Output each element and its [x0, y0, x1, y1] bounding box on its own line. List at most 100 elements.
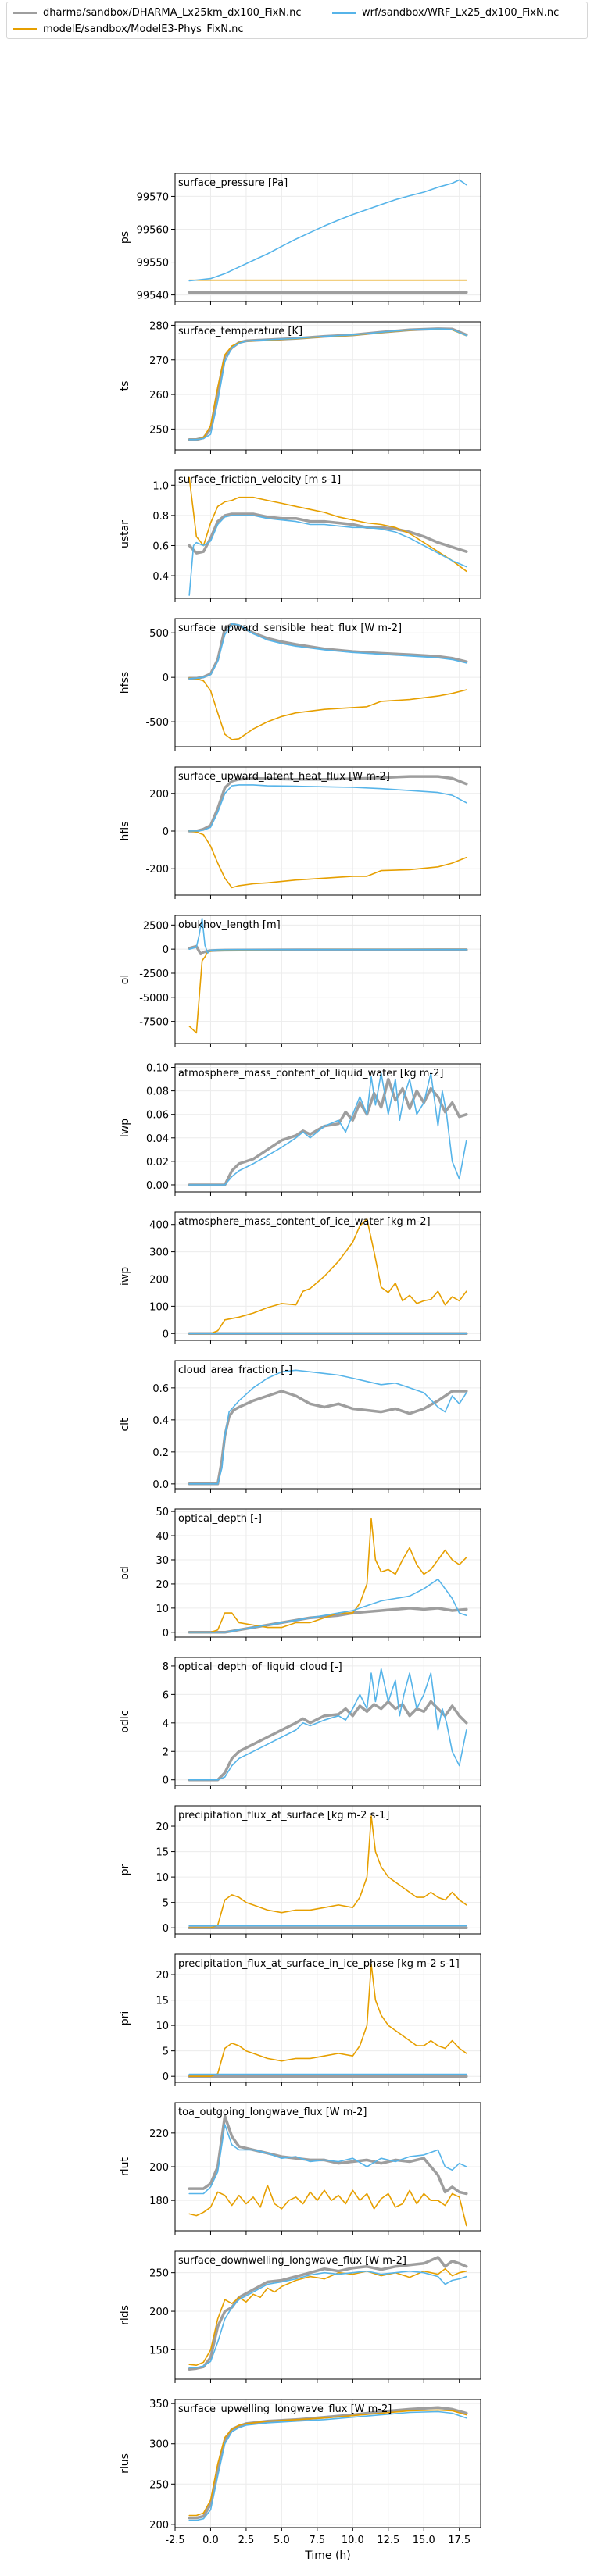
series-line: [188, 512, 468, 555]
y-tick-label: 180: [149, 2196, 169, 2207]
y-axis-label: hfls: [119, 822, 131, 841]
series-line: [188, 2124, 467, 2195]
panel-title: surface_upwelling_longwave_flux [W m-2]: [178, 2403, 392, 2415]
y-tick-label: 220: [149, 2128, 169, 2140]
panel-title: atmosphere_mass_content_of_ice_water [kg…: [178, 1216, 431, 1228]
y-tick-label: 20: [156, 1579, 169, 1591]
series-line: [188, 830, 467, 889]
y-axis-label: od: [119, 1566, 131, 1579]
y-tick-label: 0: [163, 1628, 169, 1639]
series-line: [188, 1668, 467, 1781]
series-line: [188, 515, 467, 596]
panel-title: surface_pressure [Pa]: [178, 177, 288, 189]
series-line: [188, 1218, 467, 1335]
x-tick-label: -2.5: [165, 2535, 184, 2546]
panel-od: 0 10 20 30 40 50 od optical_depth [-]: [119, 1507, 481, 1641]
panel-iwp: 0 100 200 300 400 iwp atmosphere_mass_content_…: [119, 1211, 481, 1344]
y-tick-label: 20: [156, 1821, 169, 1833]
y-axis-label: odlc: [119, 1710, 131, 1732]
series-line: [188, 1390, 468, 1486]
y-tick-label: 1.0: [152, 480, 169, 492]
panel-title: precipitation_flux_at_surface [kg m-2 s-…: [178, 1810, 389, 1821]
axes-frame: [174, 1063, 481, 1193]
y-tick-label: 0.08: [146, 1086, 169, 1098]
y-tick-label: 400: [149, 1220, 169, 1232]
panel-ustar: 0.4 0.6 0.8 1.0 ustar surface_friction_veloci…: [119, 469, 481, 602]
series-line: [188, 476, 467, 573]
y-tick-label: 0.2: [152, 1447, 169, 1459]
y-tick-label: 200: [149, 2520, 169, 2531]
legend-swatch-wrf: [332, 12, 356, 14]
y-axis-label: clt: [119, 1418, 131, 1432]
y-axis-label: rlds: [119, 2305, 131, 2325]
x-tick-label: 5.0: [274, 2535, 290, 2546]
panel-lwp: 0.00 0.02 0.04 0.06 0.08 0.10 lwp atmosphere_ma…: [119, 1063, 481, 1196]
y-tick-label: 0.6: [152, 1383, 169, 1395]
panel-rlut: 180 200 220 rlut toa_outgoing_longwave_flux …: [119, 2102, 481, 2235]
series-line: [188, 328, 467, 441]
x-tick-label: 2.5: [238, 2535, 255, 2546]
panel-pri: 0 5 10 15 20 pri precipitation_flux_at_surface…: [119, 1953, 481, 2086]
series-line: [188, 1607, 468, 1634]
series-line: [188, 179, 467, 282]
y-tick-label: 8: [163, 1661, 169, 1673]
y-tick-label: 20: [156, 1970, 169, 1982]
series-line: [188, 2267, 467, 2366]
panel-title: cloud_area_fraction [-]: [178, 1365, 292, 1376]
axes-frame: [174, 1805, 481, 1935]
y-tick-label: -7500: [139, 1017, 169, 1029]
panel-hfls: -200 0 200 hfls surface_upward_latent_heat_f…: [119, 766, 481, 899]
y-tick-label: -500: [145, 717, 169, 729]
panel-title: surface_temperature [K]: [178, 326, 302, 337]
y-tick-label: 0: [163, 826, 169, 838]
panel-title: optical_depth_of_liquid_cloud [-]: [178, 1661, 342, 1673]
y-tick-label: 99560: [137, 224, 169, 236]
panel-clt: 0.0 0.2 0.4 0.6 clt cloud_area_fraction [-]: [119, 1360, 481, 1493]
y-tick-label: 5: [163, 2046, 169, 2058]
axes-frame: [174, 469, 481, 599]
y-tick-label: 0: [163, 1775, 169, 1787]
axes-frame: [174, 1360, 481, 1490]
y-tick-label: 100: [149, 1301, 169, 1313]
legend-swatch-modele: [13, 28, 37, 30]
series-line: [188, 948, 467, 1034]
series-line: [188, 1072, 467, 1186]
y-tick-label: 99550: [137, 258, 169, 269]
panel-title: atmosphere_mass_content_of_liquid_water …: [178, 1068, 443, 1079]
series-line: [188, 1077, 468, 1186]
panel-title: surface_upward_latent_heat_flux [W m-2]: [178, 771, 390, 783]
y-axis-label: lwp: [119, 1119, 131, 1137]
panel-pr: 0 5 10 15 20 pr precipitation_flux_at_surface …: [119, 1805, 481, 1938]
y-tick-label: 200: [149, 2307, 169, 2318]
panel-rlus: 200 250 300 350 -2.5 0.0 2.5 5.0 7.5 10.0 12.5 15.0…: [119, 2399, 481, 2562]
y-tick-label: 280: [149, 320, 169, 332]
axes-frame: [174, 1211, 481, 1341]
y-tick-label: -5000: [139, 993, 169, 1004]
y-tick-label: 300: [149, 1247, 169, 1259]
axes-frame: [174, 618, 481, 747]
panel-ps: 99540 99550 99560 99570 ps surface_pressure […: [119, 173, 481, 305]
y-tick-label: 2: [163, 1746, 169, 1758]
y-axis-label: pr: [119, 1864, 131, 1875]
axes-frame: [174, 2399, 481, 2528]
panel-odlc: 0 2 4 6 8 odlc optical_depth_of_liquid_cloud […: [119, 1657, 481, 1789]
y-tick-label: 0.04: [146, 1133, 169, 1145]
series-line: [188, 775, 468, 833]
y-tick-label: 0.06: [146, 1110, 169, 1122]
y-tick-label: 2500: [143, 920, 169, 932]
y-axis-label: ps: [119, 231, 131, 244]
y-tick-label: 0.02: [146, 1157, 169, 1168]
panel-title: surface_upward_sensible_heat_flux [W m-2…: [178, 623, 402, 634]
x-tick-label: 7.5: [310, 2535, 326, 2546]
panel-title: surface_friction_velocity [m s-1]: [178, 474, 341, 486]
panel-title: precipitation_flux_at_surface_in_ice_pha…: [178, 1958, 460, 1970]
series-line: [188, 623, 467, 680]
axes-frame: [174, 1508, 481, 1638]
y-tick-label: 0.8: [152, 511, 169, 523]
y-tick-label: 0.0: [152, 1479, 169, 1491]
series-line: [188, 1964, 467, 2077]
series-line: [188, 2410, 467, 2521]
series-line: [188, 1815, 467, 1928]
series-line: [188, 2256, 468, 2371]
y-axis-label: hfss: [119, 672, 131, 694]
